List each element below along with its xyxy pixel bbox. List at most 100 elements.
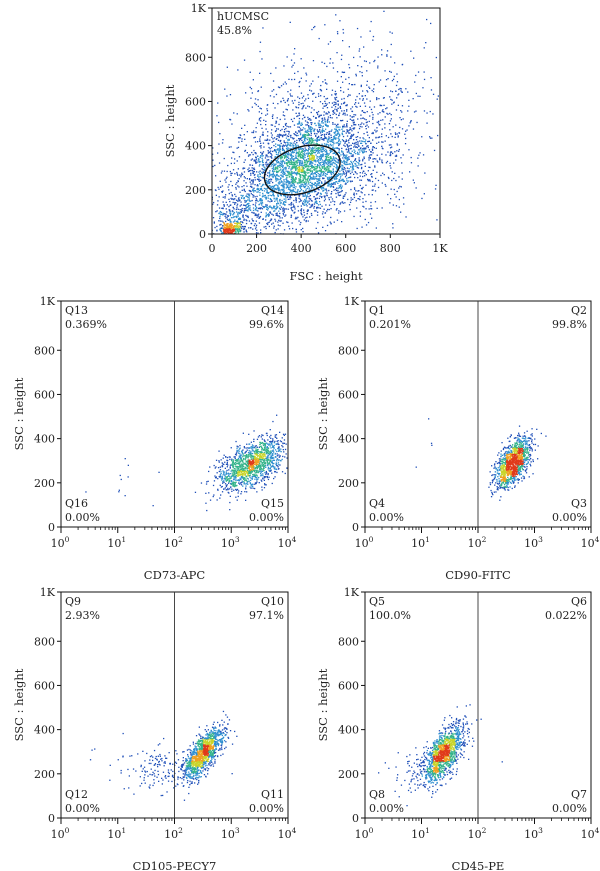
event-point [378, 120, 380, 122]
event-point [255, 198, 257, 200]
event-point [389, 147, 392, 149]
event-point [294, 206, 296, 208]
event-point [239, 205, 241, 207]
event-point [346, 167, 349, 169]
event-point [306, 124, 308, 126]
event-point [338, 212, 340, 214]
event-point [382, 148, 384, 150]
event-point [309, 162, 311, 164]
event-point [309, 163, 311, 165]
event-point [390, 188, 392, 190]
event-point [338, 172, 340, 175]
event-point [369, 154, 371, 156]
event-point [247, 454, 249, 457]
event-point [252, 475, 254, 477]
event-point [271, 115, 274, 118]
event-point [279, 191, 282, 193]
event-point [294, 191, 297, 194]
event-point [267, 478, 270, 481]
event-point [430, 77, 432, 79]
event-point [302, 102, 304, 104]
event-point [274, 205, 276, 208]
event-point [266, 108, 268, 110]
event-point [274, 149, 277, 152]
event-point [261, 455, 263, 457]
event-point [303, 142, 305, 144]
event-point [315, 171, 317, 173]
event-point [341, 150, 343, 152]
event-point [374, 185, 376, 187]
event-point [328, 136, 330, 138]
event-point [255, 482, 257, 484]
event-point [267, 104, 269, 106]
event-point [371, 208, 373, 210]
event-point [221, 191, 223, 193]
event-point [286, 100, 289, 102]
event-point [315, 194, 318, 196]
event-point [306, 169, 308, 171]
event-point [363, 123, 365, 125]
event-point [326, 224, 329, 227]
event-point [273, 96, 275, 98]
event-point [334, 176, 336, 178]
event-point [277, 194, 279, 196]
event-point [414, 81, 416, 83]
event-point [303, 133, 305, 136]
event-point [300, 185, 302, 188]
event-point [292, 166, 294, 169]
event-point [232, 169, 235, 171]
event-point [332, 110, 334, 112]
event-point [222, 201, 224, 203]
event-point [367, 178, 369, 181]
event-point [319, 126, 321, 128]
event-point [220, 223, 222, 226]
event-point [395, 133, 397, 135]
event-point [243, 231, 245, 233]
event-point [243, 225, 246, 228]
event-point [330, 136, 333, 139]
event-point [361, 188, 363, 190]
event-point [368, 208, 370, 210]
event-point [264, 206, 266, 208]
x-axis-label: FSC : height [289, 269, 363, 283]
event-point [255, 483, 257, 485]
event-point [325, 170, 327, 172]
event-point [292, 180, 295, 182]
event-point [323, 105, 325, 107]
event-point [248, 194, 250, 196]
event-point [283, 229, 286, 231]
event-point [333, 131, 335, 134]
event-point [234, 228, 237, 230]
event-point [242, 167, 244, 169]
event-point [279, 162, 281, 164]
event-point [316, 183, 318, 185]
event-point [317, 188, 319, 190]
event-point [228, 228, 230, 230]
event-point [382, 111, 384, 113]
event-point [360, 85, 362, 88]
event-point [224, 461, 226, 463]
event-point [285, 162, 287, 164]
event-point [328, 199, 330, 201]
event-point [242, 194, 244, 197]
event-point [317, 147, 319, 150]
event-point [290, 162, 292, 164]
event-point [294, 140, 296, 142]
event-point [363, 60, 366, 62]
event-point [330, 161, 332, 163]
event-point [270, 72, 272, 75]
event-point [355, 73, 357, 75]
event-point [301, 151, 303, 153]
event-point [328, 139, 330, 141]
event-point [243, 462, 245, 464]
event-point [320, 182, 323, 184]
event-point [322, 154, 324, 156]
event-point [220, 475, 222, 478]
event-point [315, 117, 317, 119]
event-point [270, 150, 272, 152]
event-point [279, 169, 281, 171]
event-point [318, 95, 320, 97]
event-point [353, 119, 355, 121]
event-point [278, 175, 280, 177]
event-point [366, 145, 368, 147]
